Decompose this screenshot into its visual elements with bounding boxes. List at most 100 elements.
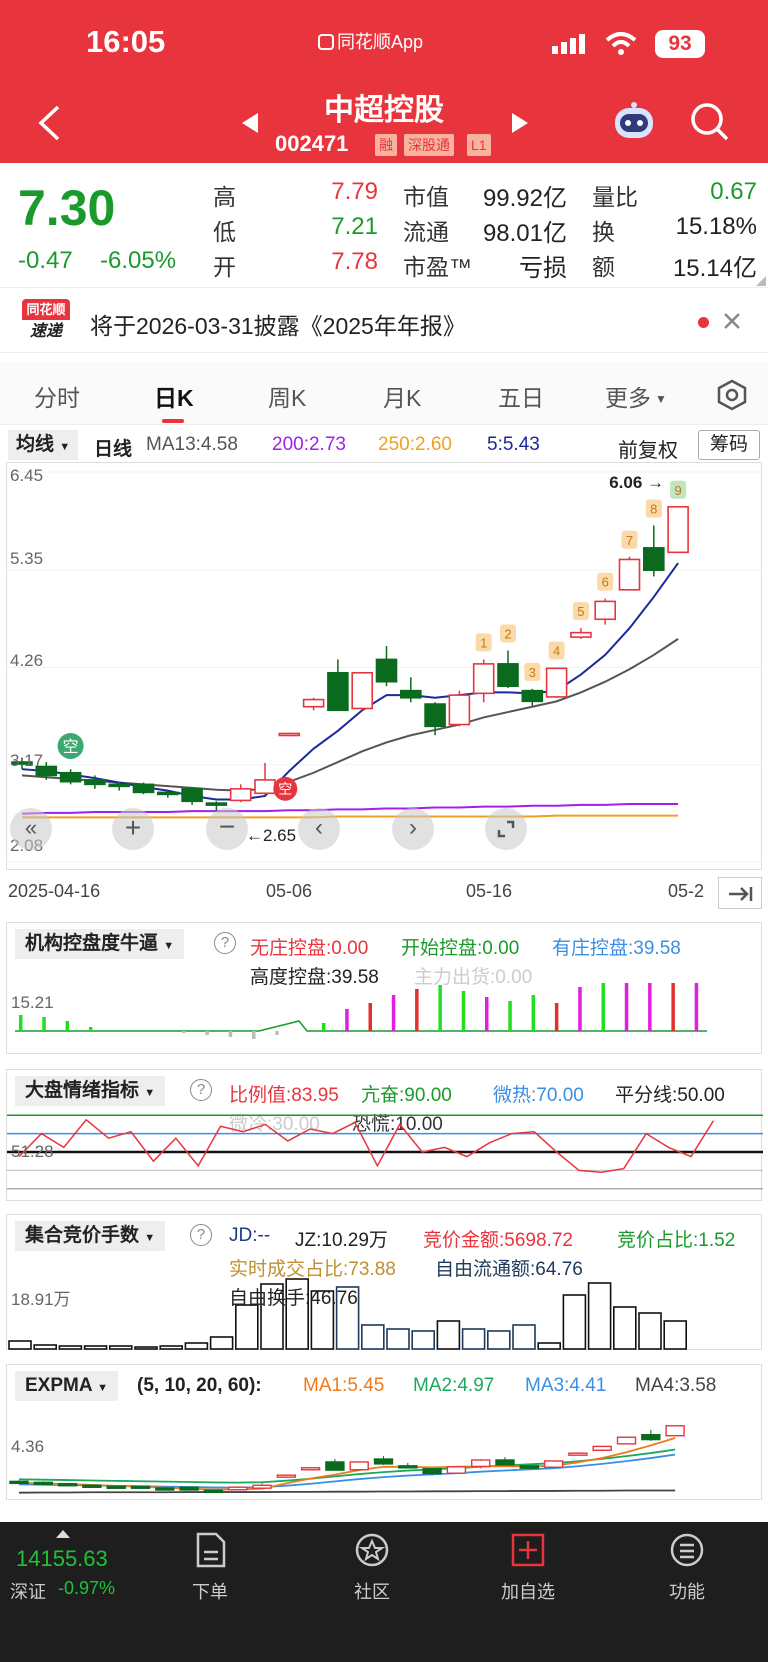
tab-five-day[interactable]: 五日 — [498, 385, 544, 411]
indicator-panel-institution[interactable]: 机构控盘度牛逼 ▼ ? 无庄控盘:0.00 开始控盘:0.00 有庄控盘:39.… — [6, 922, 762, 1054]
ind2-ylabel: 51.28 — [11, 1142, 54, 1161]
expma-candle-18 — [446, 1466, 467, 1474]
ind1-bar-22 — [531, 995, 536, 1031]
candle-body-2 — [59, 771, 82, 783]
caret-down-icon: ▼ — [163, 940, 175, 952]
ind1-item-0: 无庄控盘:0.00 — [250, 938, 369, 959]
ind3-line3: 自由换手:46.76 — [229, 1288, 358, 1309]
close-icon[interactable] — [722, 311, 742, 336]
high-value: 7.79 — [331, 178, 378, 205]
zoom-back-button[interactable]: « — [10, 808, 52, 850]
ind3-bar-6 — [159, 1345, 183, 1350]
candle-body-10 — [254, 779, 276, 795]
low-label: 低 — [213, 219, 236, 245]
ind2-item-1: 亢奋:90.00 — [361, 1085, 452, 1106]
expma-candle-21 — [519, 1465, 539, 1469]
ind1-bar-1 — [42, 1017, 46, 1031]
zoom-in-button[interactable]: + — [112, 808, 154, 850]
community-button[interactable]: 社区 — [327, 1532, 417, 1602]
ind1-bar-13 — [321, 1023, 326, 1031]
candle-body-18 — [448, 694, 471, 726]
app-header: 16:05 同花顺App 93 中超控股 002471 融 深股通 L1 — [0, 0, 768, 163]
ind4-item-0: MA1:5.45 — [303, 1375, 385, 1396]
tab-monthly-k[interactable]: 月K — [383, 385, 422, 411]
settings-hexagon-icon[interactable] — [716, 379, 748, 416]
caret-down-icon: ▼ — [97, 1382, 109, 1394]
expma-candle-11 — [276, 1474, 296, 1478]
mktcap-label: 市值 — [403, 184, 449, 210]
ind3-bar-12 — [310, 1290, 335, 1350]
volratio-label: 量比 — [592, 184, 638, 210]
next-stock-button[interactable] — [510, 111, 530, 140]
help-icon[interactable]: ? — [190, 1224, 212, 1246]
ind1-bar-8 — [205, 1031, 209, 1035]
expma-candle-15 — [373, 1458, 394, 1465]
ind1-bar-26 — [624, 983, 629, 1031]
jump-latest-button[interactable] — [718, 877, 762, 909]
tab-weekly-k[interactable]: 周K — [268, 385, 307, 411]
x-axis-label-0: 2025-04-16 — [8, 881, 101, 901]
add-watchlist-button[interactable]: 加自选 — [483, 1532, 573, 1602]
prev-stock-button[interactable] — [240, 111, 260, 140]
ind4-chart — [9, 1425, 685, 1494]
robot-assistant-icon[interactable] — [611, 102, 657, 147]
ind3-bar-16 — [411, 1330, 436, 1350]
expma-line-1aaa5a — [18, 1448, 676, 1484]
ind3-item-1: JZ:10.29万 — [295, 1230, 388, 1251]
candle-body-13 — [327, 672, 349, 712]
ind1-bar-19 — [461, 991, 466, 1031]
ma-line-ma5 — [21, 562, 679, 801]
adjust-label[interactable]: 前复权 — [618, 440, 678, 462]
ind1-bar-9 — [228, 1031, 233, 1037]
ind1-bar-18 — [438, 985, 442, 1031]
function-button[interactable]: 功能 — [642, 1532, 732, 1602]
ind3-bar-15 — [386, 1328, 410, 1350]
ma-selector[interactable]: 均线 ▼ — [8, 430, 79, 460]
ind3-bar-26 — [663, 1320, 688, 1350]
ylabel-3: 3.17 — [10, 751, 44, 770]
notice-bar[interactable]: 同花顺 速递 将于2026-03-31披露《2025年年报》 — [0, 289, 768, 353]
ylabel-1: 5.35 — [10, 549, 44, 568]
indicator-selector-2[interactable]: 大盘情绪指标 ▼ — [15, 1076, 166, 1106]
unread-dot — [698, 317, 709, 328]
tab-intraday[interactable]: 分时 — [34, 385, 80, 411]
indicator-selector-4[interactable]: EXPMA ▼ — [15, 1371, 119, 1401]
indicator-panel-auction[interactable]: 集合竞价手数 ▼ ? JD:-- JZ:10.29万 竞价金额:5698.72 … — [6, 1214, 762, 1350]
indicator-selector-3[interactable]: 集合竞价手数 ▼ — [15, 1221, 166, 1251]
candle-body-6 — [157, 791, 179, 796]
candle-body-22 — [545, 667, 568, 698]
indicator-selector-1[interactable]: 机构控盘度牛逼 ▼ — [15, 929, 185, 959]
back-button[interactable] — [36, 104, 62, 147]
scroll-right-button[interactable]: › — [392, 808, 434, 850]
scroll-left-button[interactable]: ‹ — [298, 808, 340, 850]
badge-text-6: 6 — [602, 575, 609, 590]
badge-2 — [500, 624, 516, 643]
ind1-bar-28 — [671, 983, 675, 1031]
ind2-item-2: 微热:70.00 — [493, 1085, 584, 1106]
search-icon[interactable] — [690, 102, 730, 147]
badge-1 — [475, 633, 492, 652]
order-button[interactable]: 下单 — [165, 1532, 255, 1602]
chip-button[interactable]: 筹码 — [698, 430, 760, 460]
turnover-label: 换 — [592, 219, 615, 245]
menu-circle-icon — [670, 1533, 704, 1567]
help-icon[interactable]: ? — [190, 1079, 212, 1101]
help-icon[interactable]: ? — [214, 932, 236, 954]
status-time: 16:05 — [86, 24, 166, 59]
fullscreen-button[interactable] — [485, 808, 527, 850]
candle-body-17 — [424, 703, 446, 728]
ind2-line2b: 恐慌:10.00 — [352, 1114, 443, 1135]
tab-daily-k[interactable]: 日K — [154, 385, 194, 411]
zoom-out-button[interactable]: − — [206, 808, 248, 850]
indicator-panel-expma[interactable]: EXPMA ▼ (5, 10, 20, 60): MA1:5.45 MA2:4.… — [6, 1364, 762, 1500]
expma-candle-5 — [130, 1485, 151, 1489]
tag-margin: 融 — [375, 134, 397, 156]
expma-candle-13 — [325, 1461, 345, 1471]
tab-more[interactable]: 更多 ▼ — [605, 385, 667, 411]
ind1-bar-3 — [88, 1027, 93, 1031]
index-value[interactable]: 14155.63 — [16, 1546, 108, 1571]
badge-text-1: 1 — [480, 635, 487, 650]
indicator-panel-sentiment[interactable]: 大盘情绪指标 ▼ ? 比例值:83.95 亢奋:90.00 微热:70.00 平… — [6, 1069, 763, 1201]
expma-candle-3 — [82, 1484, 102, 1488]
